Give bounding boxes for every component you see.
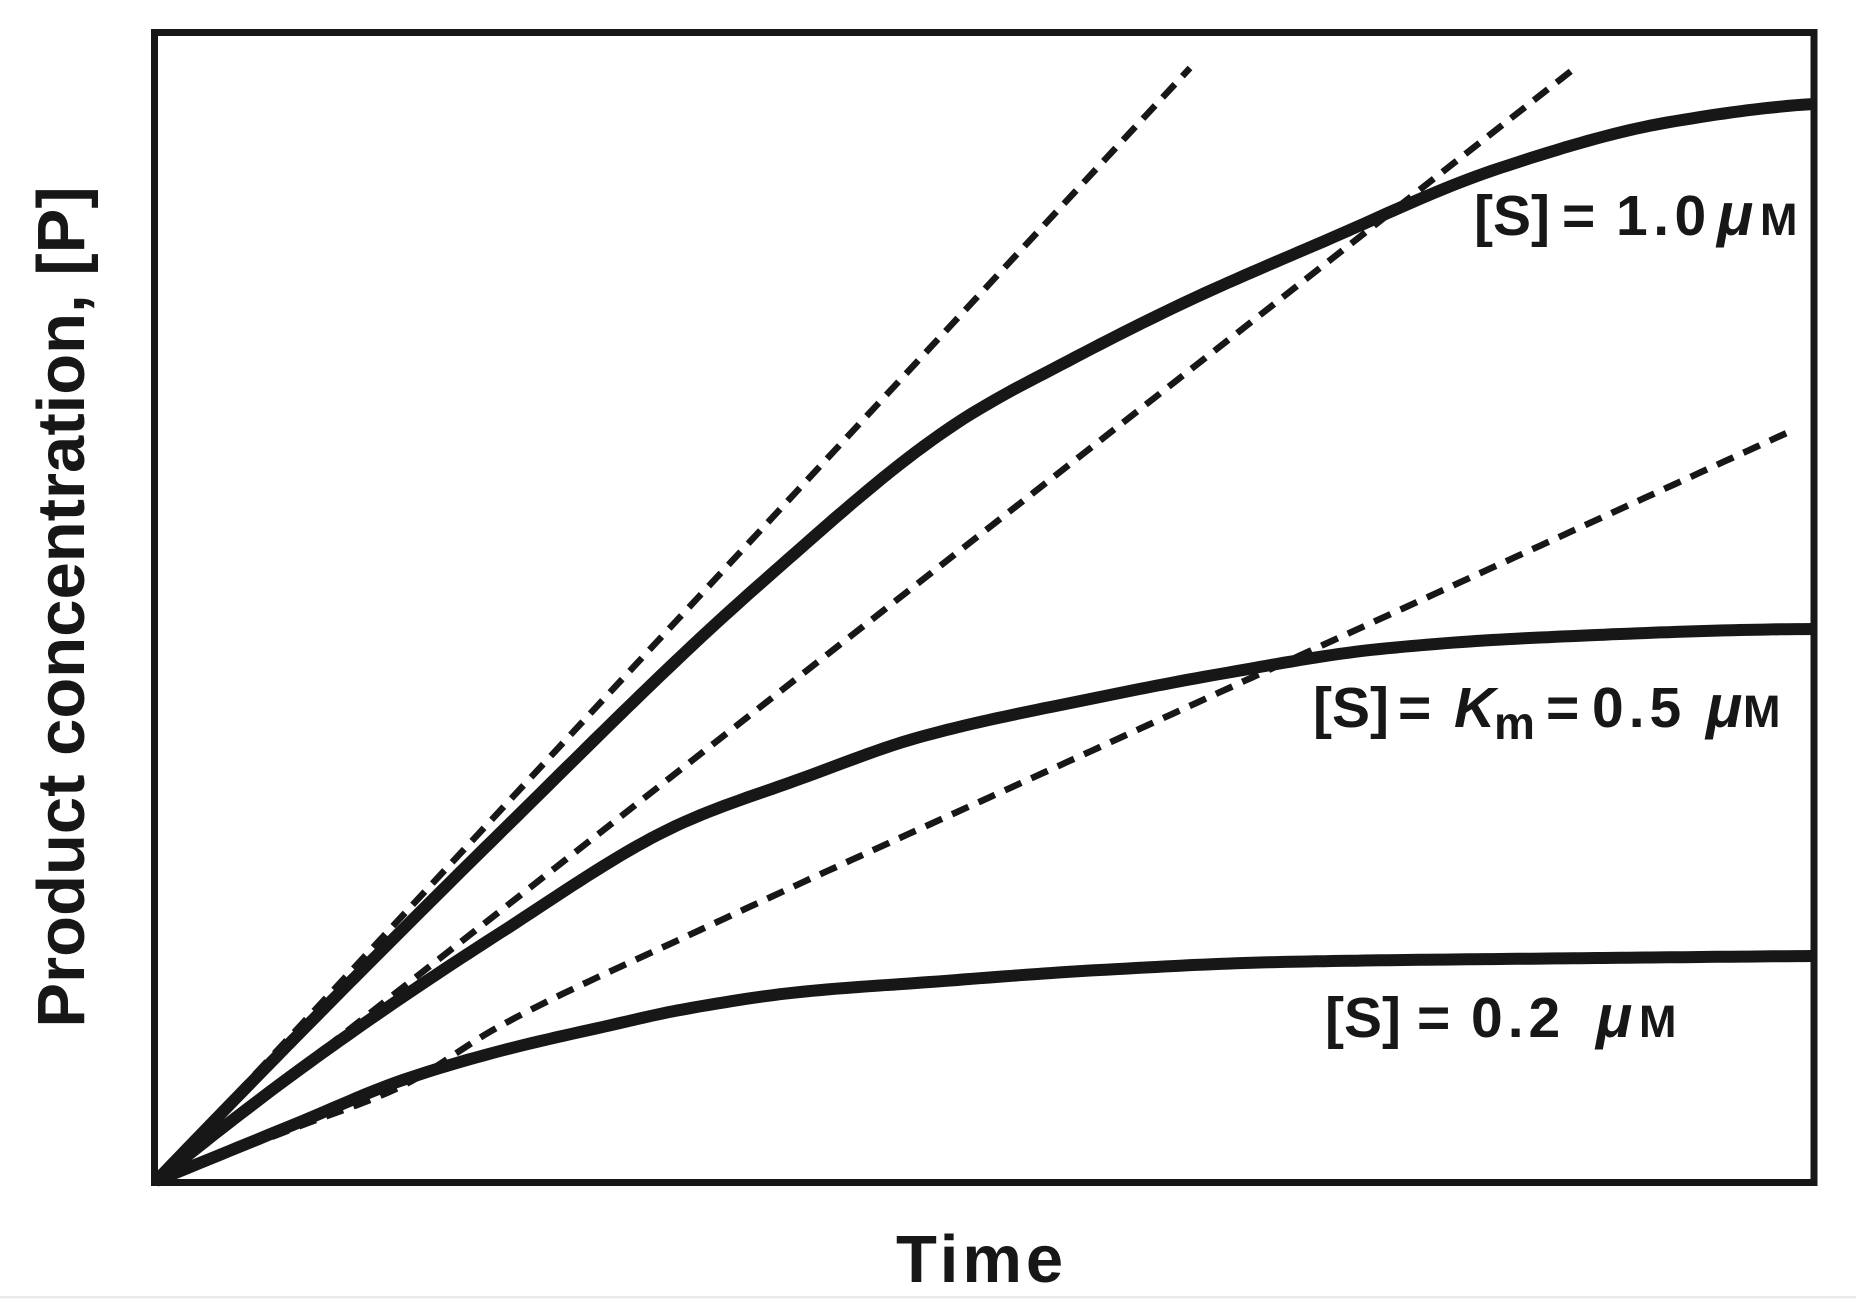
svg-text:0.2: 0.2 bbox=[1471, 986, 1565, 1050]
svg-text:0.5: 0.5 bbox=[1592, 676, 1686, 740]
svg-text:=: = bbox=[1398, 676, 1431, 740]
svg-text:[S]: [S] bbox=[1325, 986, 1401, 1050]
svg-text:Time: Time bbox=[896, 1222, 1067, 1297]
svg-text:m: m bbox=[1494, 697, 1535, 749]
svg-text:Product concentration, [P]: Product concentration, [P] bbox=[24, 186, 99, 1027]
svg-text:M: M bbox=[1760, 194, 1798, 245]
svg-text:K: K bbox=[1454, 676, 1499, 740]
svg-text:[S]: [S] bbox=[1313, 676, 1389, 740]
svg-text:μ: μ bbox=[1704, 673, 1742, 740]
svg-text:[S]: [S] bbox=[1474, 184, 1550, 248]
svg-text:1.0: 1.0 bbox=[1616, 184, 1712, 248]
svg-text:M: M bbox=[1743, 686, 1781, 737]
svg-text:=: = bbox=[1546, 676, 1579, 740]
svg-text:=: = bbox=[1562, 184, 1595, 248]
svg-text:μ: μ bbox=[1594, 983, 1632, 1050]
svg-text:μ: μ bbox=[1715, 181, 1753, 248]
svg-text:=: = bbox=[1417, 986, 1450, 1050]
svg-text:M: M bbox=[1639, 996, 1677, 1047]
